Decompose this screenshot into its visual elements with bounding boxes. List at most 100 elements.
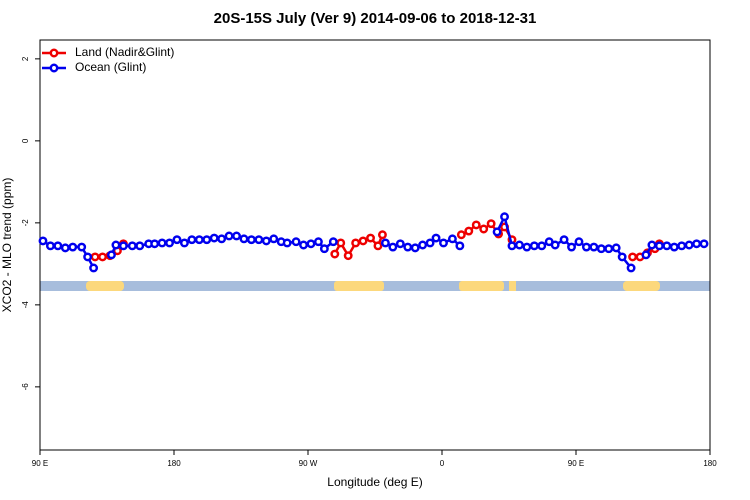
data-point (172, 235, 182, 245)
data-point (53, 241, 63, 251)
data-point (157, 238, 167, 248)
data-point (403, 242, 413, 252)
data-point (366, 233, 375, 243)
data-point (291, 237, 301, 247)
data-point (589, 242, 599, 252)
y-axis-label: XCO2 - MLO trend (ppm) (0, 178, 14, 313)
data-point (77, 242, 87, 252)
y-tick-label: 0 (21, 138, 30, 143)
data-point (343, 251, 353, 261)
data-point (380, 238, 390, 248)
data-point (179, 238, 189, 248)
data-point (239, 234, 249, 244)
data-point (269, 234, 279, 244)
data-point (118, 241, 128, 251)
legend-marker (49, 63, 59, 73)
data-point (692, 239, 702, 249)
data-point (628, 252, 638, 262)
x-tick-label: 180 (703, 459, 717, 468)
y-tick-label: -4 (21, 301, 30, 309)
data-point (471, 220, 481, 230)
data-point (574, 237, 584, 247)
data-point (662, 241, 672, 251)
data-point (98, 252, 107, 262)
plot-frame (39, 39, 711, 451)
chart-title: 20S-15S July (Ver 9) 2014-09-06 to 2018-… (214, 10, 537, 27)
data-point (641, 250, 651, 260)
data-point (246, 235, 256, 245)
data-point (529, 241, 539, 251)
data-point (537, 241, 547, 251)
land-ocean-strip (40, 281, 710, 291)
data-point (187, 235, 197, 245)
data-point (38, 236, 48, 246)
data-point (431, 233, 441, 243)
data-point (507, 241, 517, 251)
data-point (395, 239, 405, 249)
data-point (261, 236, 271, 246)
data-point (83, 252, 93, 262)
data-point (479, 224, 489, 234)
data-point (514, 240, 524, 250)
data-point (202, 235, 212, 245)
x-tick-label: 180 (167, 459, 181, 468)
data-point (377, 230, 387, 240)
legend-label: Ocean (Glint) (75, 60, 146, 74)
data-point (486, 219, 496, 229)
data-point (209, 233, 219, 243)
data-point (684, 240, 694, 250)
y-tick-label: 2 (21, 56, 30, 61)
x-axis-label: Longitude (deg E) (327, 475, 422, 489)
x-tick-label: 90 E (568, 459, 584, 468)
data-point (654, 241, 664, 251)
data-point (107, 250, 116, 260)
data-point (410, 243, 420, 253)
data-point (127, 241, 137, 251)
data-point (604, 244, 614, 254)
data-point (559, 235, 569, 245)
data-point (647, 240, 657, 250)
legend-label: Land (Nadir&Glint) (75, 45, 174, 59)
data-point (358, 236, 368, 246)
data-point (328, 237, 338, 247)
data-point (669, 242, 679, 252)
data-point (351, 238, 361, 248)
data-point (330, 249, 340, 259)
data-point (617, 252, 627, 262)
y-tick-label: -6 (21, 383, 30, 391)
data-point (388, 242, 398, 252)
data-point (165, 238, 174, 248)
data-point (217, 234, 227, 244)
data-point (232, 231, 241, 241)
data-point (626, 263, 636, 273)
data-point (299, 240, 308, 250)
data-point (447, 234, 457, 244)
data-point (418, 240, 428, 250)
legend: Land (Nadir&Glint)Ocean (Glint) (42, 45, 174, 74)
x-tick-label: 90 E (32, 459, 48, 468)
data-point (45, 241, 55, 251)
data-point (581, 242, 591, 252)
data-point (677, 241, 687, 251)
x-tick-label: 0 (440, 459, 445, 468)
data-point (89, 263, 99, 273)
data-point (90, 252, 100, 262)
data-point (60, 243, 70, 253)
data-point (224, 231, 234, 241)
data-point (373, 241, 383, 251)
data-point (135, 241, 145, 251)
data-point (522, 242, 532, 252)
data-point (282, 238, 292, 248)
data-point (439, 238, 448, 248)
data-point (550, 240, 560, 250)
data-point (596, 244, 606, 254)
data-point (194, 235, 204, 245)
data-point (254, 235, 264, 245)
data-point (313, 237, 323, 247)
x-tick-label: 90 W (299, 459, 318, 468)
legend-marker (49, 48, 59, 58)
data-point (150, 239, 160, 249)
data-point (111, 240, 121, 250)
data-point (492, 227, 502, 237)
